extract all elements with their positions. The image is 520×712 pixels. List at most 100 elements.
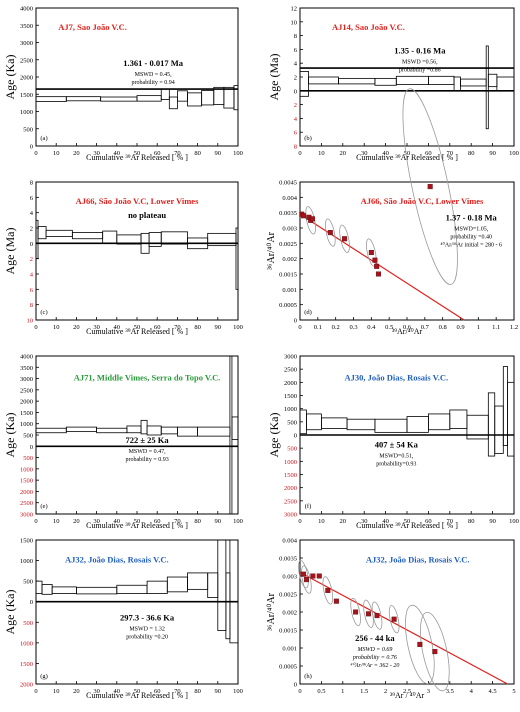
- result-stat: probability = 0.93: [125, 457, 168, 463]
- data-point: [432, 649, 438, 655]
- y-tick-label: 0: [294, 318, 297, 325]
- age-step: [485, 45, 489, 130]
- x-tick-label: 10: [53, 518, 60, 525]
- panel-letter: (g): [40, 673, 48, 680]
- x-tick-label: 30: [93, 150, 100, 157]
- result-age: 722 ± 25 Ka: [126, 435, 170, 445]
- x-tick-label: 100: [509, 518, 519, 525]
- y-tick-label: 2000: [20, 682, 33, 689]
- y-tick-label: 4000: [20, 6, 33, 13]
- x-tick-label: 70: [447, 150, 454, 157]
- x-tick-label: 2: [384, 688, 387, 695]
- y-tick-label: 0.0005: [279, 302, 297, 309]
- y-tick-label: 1000: [20, 109, 33, 116]
- y-tick-label: 8: [30, 180, 33, 187]
- y-tick-label: 0: [30, 144, 33, 151]
- data-point: [325, 587, 331, 593]
- result-stat: probability = 0.76: [352, 655, 397, 661]
- y-tick-label: 0.0025: [279, 241, 297, 248]
- x-tick-label: 80: [194, 324, 201, 331]
- y-tick-label: 8: [294, 144, 297, 151]
- error-ellipse: [405, 604, 435, 685]
- age-step: [168, 96, 178, 110]
- data-point: [368, 250, 374, 256]
- y-tick-label: 0.001: [282, 646, 297, 653]
- x-tick-label: 1.5: [360, 688, 368, 695]
- y-tick-label: 1500: [284, 472, 297, 479]
- x-tick-label: 40: [114, 324, 121, 331]
- data-point: [309, 216, 315, 222]
- y-tick-label: 2000: [20, 489, 33, 496]
- error-ellipse: [402, 88, 458, 285]
- y-tick-label: 0.001: [282, 287, 297, 294]
- result-age: 407 ± 54 Ka: [375, 440, 419, 450]
- result-stat: probability =0.40: [450, 235, 492, 241]
- y-axis-label: Age (Ka): [3, 413, 17, 458]
- plot-frame: [35, 7, 239, 147]
- y-tick-label: 2500: [284, 367, 297, 374]
- regression-line: [299, 213, 465, 321]
- data-point: [427, 184, 433, 190]
- data-point: [300, 571, 306, 577]
- y-axis-label: ³⁶Ar/⁴⁰Ar: [266, 231, 277, 270]
- x-tick-label: 0.7: [421, 324, 430, 331]
- data-point: [353, 609, 359, 615]
- x-tick-label: 0: [34, 518, 37, 525]
- panel-letter: (h): [304, 673, 312, 680]
- result-age: 1.35 - 0.16 Ma: [394, 46, 446, 56]
- x-tick-label: 10: [53, 324, 60, 331]
- panel-title: AJ14, Sao João V.C.: [332, 22, 405, 32]
- x-tick-label: 3.5: [446, 688, 454, 695]
- y-tick-label: 500: [23, 455, 33, 462]
- data-point: [303, 577, 309, 583]
- result-age: 297.3 - 36.6 Ka: [120, 613, 175, 623]
- x-tick-label: 30: [361, 150, 368, 157]
- result-stat: probability = 0.94: [132, 80, 175, 86]
- y-tick-label: 0.0015: [279, 272, 297, 279]
- y-tick-label: 1500: [20, 661, 33, 668]
- y-tick-label: 0: [30, 241, 33, 248]
- x-tick-label: 1: [477, 324, 480, 331]
- x-tick-label: 80: [194, 150, 201, 157]
- y-tick-label: 3500: [20, 365, 33, 372]
- y-tick-label: 500: [23, 433, 33, 440]
- y-tick-label: 4: [294, 61, 298, 68]
- x-tick-label: 90: [215, 518, 222, 525]
- y-tick-label: 1500: [20, 478, 33, 485]
- x-tick-label: 90: [215, 688, 222, 695]
- x-tick-label: 10: [53, 150, 60, 157]
- x-axis-label: ³⁹Ar/⁴⁰Ar: [392, 327, 423, 336]
- x-tick-label: 2.5: [403, 688, 411, 695]
- x-tick-label: 1: [341, 688, 344, 695]
- panel-title: AJ30, João Dias, Rosais V.C.: [345, 373, 449, 383]
- y-tick-label: 2500: [20, 500, 33, 507]
- panel-letter: (b): [304, 135, 312, 142]
- age-step: [231, 416, 239, 440]
- result-stat: MSWD = 0.47,: [129, 449, 167, 455]
- x-tick-label: 4: [470, 688, 474, 695]
- x-tick-label: 60: [425, 518, 432, 525]
- panel-letter: (d): [304, 309, 312, 316]
- y-tick-label: 0.0025: [279, 592, 297, 599]
- data-point: [372, 257, 378, 263]
- x-axis-label: Cumulative ³⁹Ar Released [ % ]: [86, 153, 188, 162]
- x-tick-label: 20: [73, 688, 80, 695]
- panel-letter: (c): [40, 309, 47, 316]
- error-ellipse: [420, 611, 450, 692]
- y-tick-label: 0.0035: [279, 210, 297, 217]
- y-tick-label: 4: [30, 272, 34, 279]
- y-tick-label: 500: [23, 579, 33, 586]
- x-tick-label: 60: [154, 324, 161, 331]
- age-step: [235, 227, 239, 290]
- x-tick-label: 100: [233, 688, 243, 695]
- panel-d: 0 0.0005 0.001 0.0015 0.002 0.0025 0.003 0.0035…: [266, 88, 518, 336]
- y-tick-label: 6: [294, 47, 298, 54]
- y-tick-label: 2500: [20, 387, 33, 394]
- data-point: [417, 641, 423, 647]
- y-tick-label: 2: [30, 256, 33, 263]
- x-tick-label: 100: [233, 324, 243, 331]
- x-tick-label: 0.1: [314, 324, 322, 331]
- y-tick-label: 3000: [20, 376, 33, 383]
- data-point: [375, 271, 381, 277]
- x-tick-label: 0.6: [403, 324, 412, 331]
